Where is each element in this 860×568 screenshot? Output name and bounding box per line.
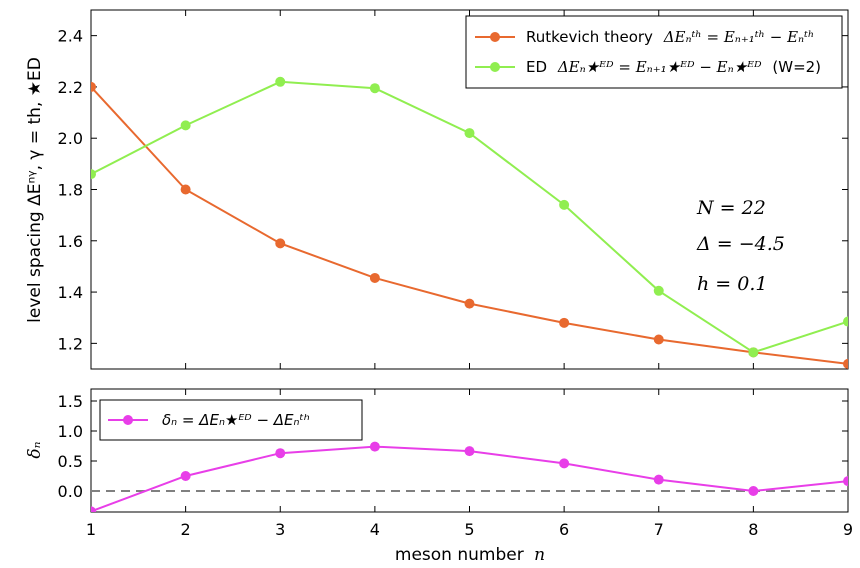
top-ytick-label: 1.4: [58, 283, 83, 302]
legend-ed-math: ΔEₙ★ᴱᴰ = Eₙ₊₁★ᴱᴰ − Eₙ★ᴱᴰ: [557, 58, 762, 76]
bottom-y-axis-label: δₙ: [25, 441, 45, 458]
top-panel: 1.2 1.4 1.6 1.8 2.0 2.2 2.4 level spacing ΔEⁿᵞ…: [25, 9, 849, 370]
bottom-legend: δₙ = ΔEₙ★ᴱᴰ − ΔEₙᵗʰ: [99, 399, 363, 441]
annotation-delta: Δ = −4.5: [696, 233, 785, 255]
top-series-1-point: [653, 285, 664, 296]
top-ytick-label: 1.8: [58, 181, 83, 200]
bottom-xtick-label: 7: [654, 520, 664, 539]
top-series-0-point: [180, 184, 191, 195]
top-legend: Rutkevich theory ΔEₙᵗʰ = Eₙ₊₁ᵗʰ − Eₙᵗʰ E…: [465, 15, 843, 89]
bottom-series-0-point: [653, 474, 664, 485]
top-series-1-point: [180, 120, 191, 131]
bottom-ytick-label: 1.0: [58, 422, 83, 441]
top-series-0-point: [464, 298, 475, 309]
top-series-1-point: [748, 347, 759, 358]
legend-rutkevich-text: Rutkevich theory: [526, 28, 653, 46]
bottom-series-0-line: [91, 445, 848, 512]
bottom-x-ticks: 1 2 3 4 5 6 7 8 9: [86, 389, 853, 539]
bottom-xtick-label: 1: [86, 520, 96, 539]
legend-ed-suffix: (W=2): [772, 58, 821, 76]
top-ytick-label: 2.2: [58, 78, 83, 97]
top-series-1-point: [275, 76, 286, 87]
bottom-x-axis-label: meson number n: [395, 545, 545, 565]
top-series-clip: [91, 76, 848, 369]
bottom-ytick-label: 0.5: [58, 452, 83, 471]
x-axis-label-text: meson number: [395, 545, 524, 565]
bottom-xtick-label: 5: [464, 520, 474, 539]
bottom-series-0-point: [369, 441, 380, 452]
bottom-series-0-point: [843, 476, 848, 487]
top-ytick-label: 2.4: [58, 27, 83, 46]
legend-rutkevich-marker: [490, 32, 500, 42]
top-series-1-point: [464, 128, 475, 139]
top-series-0-point: [559, 317, 570, 328]
top-series-0-point: [653, 334, 664, 345]
bottom-xtick-label: 8: [748, 520, 758, 539]
bottom-panel: 0.0 0.5 1.0 1.5 1 2 3 4 5 6 7 8 9 δₙ meson number n…: [25, 388, 853, 565]
bottom-ytick-label: 0.0: [58, 482, 83, 501]
bottom-xtick-label: 9: [843, 520, 853, 539]
top-x-ticks: [90, 10, 849, 369]
bottom-xtick-label: 6: [559, 520, 569, 539]
annotation-n: N = 22: [696, 197, 766, 219]
top-series-1-point: [559, 199, 570, 210]
bottom-series-group: [91, 441, 848, 512]
bottom-xtick-label: 2: [181, 520, 191, 539]
top-series-0-point: [369, 272, 380, 283]
bottom-series-0-point: [275, 448, 286, 459]
bottom-series-0-point: [559, 458, 570, 469]
top-ytick-label: 2.0: [58, 129, 83, 148]
legend-delta-label: δₙ = ΔEₙ★ᴱᴰ − ΔEₙᵗʰ: [162, 411, 310, 429]
top-y-axis-label: level spacing ΔEⁿᵞ, γ = th, ★ED: [25, 57, 45, 323]
top-series-0-point: [843, 358, 848, 369]
x-axis-label-var: n: [534, 545, 545, 565]
top-series-0-point: [91, 81, 96, 92]
top-series-1-point: [843, 316, 848, 327]
top-series-0-point: [275, 238, 286, 249]
top-series-1-point: [369, 83, 380, 94]
bottom-y-ticks: 0.0 0.5 1.0 1.5: [58, 392, 848, 501]
top-legend-box: [465, 15, 843, 89]
bottom-xtick-label: 3: [275, 520, 285, 539]
legend-rutkevich-math: ΔEₙᵗʰ = Eₙ₊₁ᵗʰ − Eₙᵗʰ: [663, 28, 815, 46]
annotation-h: h = 0.1: [697, 273, 767, 295]
bottom-series-clip: [91, 441, 848, 512]
bottom-series-0-point: [91, 506, 96, 512]
legend-ed-text: ED: [526, 58, 547, 76]
legend-ed-marker: [490, 62, 500, 72]
legend-delta-marker: [123, 415, 133, 425]
top-series-group: [91, 76, 848, 369]
legend-ed-label: ED ΔEₙ★ᴱᴰ = Eₙ₊₁★ᴱᴰ − Eₙ★ᴱᴰ (W=2): [526, 58, 821, 76]
bottom-xtick-label: 4: [370, 520, 380, 539]
bottom-series-0-point: [464, 446, 475, 457]
top-ytick-label: 1.2: [58, 334, 83, 353]
legend-rutkevich-label: Rutkevich theory ΔEₙᵗʰ = Eₙ₊₁ᵗʰ − Eₙᵗʰ: [526, 28, 814, 46]
top-series-1-point: [91, 169, 96, 180]
top-y-ticks: 1.2 1.4 1.6 1.8 2.0 2.2 2.4: [58, 27, 848, 353]
bottom-ytick-label: 1.5: [58, 392, 83, 411]
bottom-series-0-point: [748, 486, 759, 496]
bottom-series-0-point: [180, 471, 191, 481]
top-ytick-label: 1.6: [58, 232, 83, 251]
